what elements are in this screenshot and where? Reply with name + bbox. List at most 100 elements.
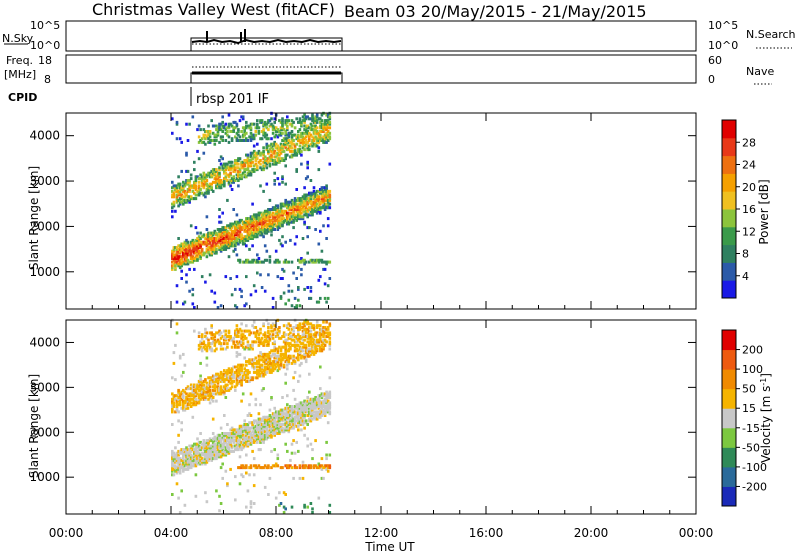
heatmap-cell bbox=[312, 119, 316, 123]
heatmap-cell bbox=[193, 448, 196, 452]
heatmap-cell bbox=[229, 240, 232, 244]
heatmap-cell bbox=[241, 437, 245, 441]
heatmap-cell bbox=[265, 218, 269, 222]
heatmap-cell bbox=[270, 449, 273, 453]
heatmap-cell bbox=[200, 390, 204, 394]
heatmap-cell bbox=[200, 140, 204, 144]
heatmap-cell bbox=[271, 126, 275, 130]
heatmap-cell bbox=[287, 135, 291, 139]
heatmap-cell bbox=[219, 231, 223, 235]
heatmap-cell bbox=[300, 401, 303, 405]
heatmap-cell bbox=[271, 159, 275, 162]
heatmap-cell bbox=[259, 120, 262, 124]
heatmap-cell bbox=[267, 424, 270, 428]
heatmap-cell bbox=[328, 392, 332, 396]
heatmap-cell bbox=[278, 226, 281, 230]
heatmap-cell bbox=[311, 119, 314, 123]
heatmap-cell bbox=[276, 146, 280, 150]
heatmap-cell bbox=[232, 128, 235, 132]
heatmap-cell bbox=[317, 394, 321, 398]
heatmap-cell bbox=[298, 324, 302, 328]
heatmap-cell bbox=[200, 442, 204, 446]
heatmap-cell bbox=[267, 358, 270, 362]
heatmap-cell bbox=[263, 421, 267, 425]
heatmap-cell bbox=[235, 333, 239, 337]
heatmap-cell bbox=[268, 432, 272, 435]
heatmap-cell bbox=[293, 153, 297, 157]
heatmap-cell bbox=[246, 160, 250, 164]
heatmap-cell bbox=[306, 322, 309, 326]
heatmap-cell bbox=[304, 211, 308, 215]
heatmap-cell bbox=[189, 177, 193, 181]
heatmap-cell bbox=[216, 228, 220, 231]
heatmap-cell bbox=[251, 233, 254, 237]
heatmap-cell bbox=[216, 442, 220, 446]
heatmap-cell bbox=[178, 401, 182, 405]
heatmap-cell bbox=[241, 374, 245, 378]
heatmap-cell bbox=[238, 327, 242, 331]
heatmap-cell bbox=[271, 424, 275, 428]
heatmap-cell bbox=[257, 417, 261, 421]
heatmap-cell bbox=[284, 130, 287, 133]
heatmap-cell bbox=[276, 260, 280, 264]
heatmap-cell bbox=[227, 338, 231, 342]
heatmap-cell bbox=[177, 255, 180, 259]
heatmap-cell bbox=[188, 455, 191, 459]
heatmap-cell bbox=[251, 224, 254, 228]
x-tick-label: 00:00 bbox=[679, 526, 714, 540]
heatmap-cell bbox=[205, 135, 209, 139]
heatmap-cell bbox=[315, 349, 319, 353]
heatmap-cell bbox=[237, 184, 240, 188]
heatmap-cell bbox=[196, 240, 199, 244]
heatmap-cell bbox=[289, 215, 292, 219]
heatmap-cell bbox=[256, 224, 259, 228]
heatmap-cell bbox=[297, 379, 300, 383]
heatmap-cell bbox=[208, 331, 212, 335]
heatmap-cell bbox=[188, 267, 191, 271]
heatmap-cell bbox=[282, 335, 286, 338]
heatmap-cell bbox=[238, 367, 242, 371]
heatmap-cell bbox=[227, 449, 231, 453]
heatmap-cell bbox=[284, 119, 287, 123]
heatmap-cell bbox=[180, 186, 183, 190]
heatmap-cell bbox=[284, 372, 287, 376]
heatmap-cell bbox=[202, 396, 206, 399]
heatmap-cell bbox=[243, 229, 246, 233]
heatmap-cell bbox=[289, 423, 292, 426]
heatmap-cell bbox=[254, 335, 258, 338]
heatmap-cell bbox=[235, 237, 239, 240]
heatmap-cell bbox=[251, 222, 254, 226]
heatmap-cell bbox=[205, 238, 209, 242]
heatmap-cell bbox=[237, 242, 240, 246]
heatmap-cell bbox=[224, 229, 228, 233]
heatmap-cell bbox=[262, 229, 265, 233]
heatmap-cell bbox=[284, 343, 287, 347]
heatmap-cell bbox=[208, 140, 212, 144]
heatmap-cell bbox=[314, 410, 317, 414]
heatmap-cell bbox=[323, 140, 327, 144]
heatmap-cell bbox=[241, 115, 245, 119]
heatmap-cell bbox=[237, 233, 240, 237]
heatmap-cell bbox=[241, 260, 245, 264]
heatmap-cell bbox=[304, 335, 308, 338]
heatmap-cell bbox=[298, 197, 302, 201]
heatmap-cell bbox=[273, 356, 276, 360]
heatmap-cell bbox=[207, 184, 210, 188]
heatmap-cell bbox=[221, 120, 224, 124]
heatmap-cell bbox=[251, 449, 254, 453]
heatmap-cell bbox=[215, 347, 218, 351]
heatmap-cell bbox=[303, 338, 306, 342]
heatmap-cell bbox=[213, 169, 217, 173]
heatmap-cell bbox=[293, 343, 297, 347]
heatmap-cell bbox=[257, 211, 261, 215]
heatmap-cell bbox=[227, 370, 231, 374]
heatmap-cell bbox=[262, 424, 265, 428]
heatmap-cell bbox=[182, 244, 185, 248]
heatmap-cell bbox=[230, 370, 234, 374]
heatmap-cell bbox=[213, 453, 217, 457]
heatmap-cell bbox=[252, 331, 256, 335]
heatmap-cell bbox=[271, 208, 275, 211]
heatmap-cell bbox=[226, 240, 229, 244]
heatmap-cell bbox=[200, 179, 204, 182]
